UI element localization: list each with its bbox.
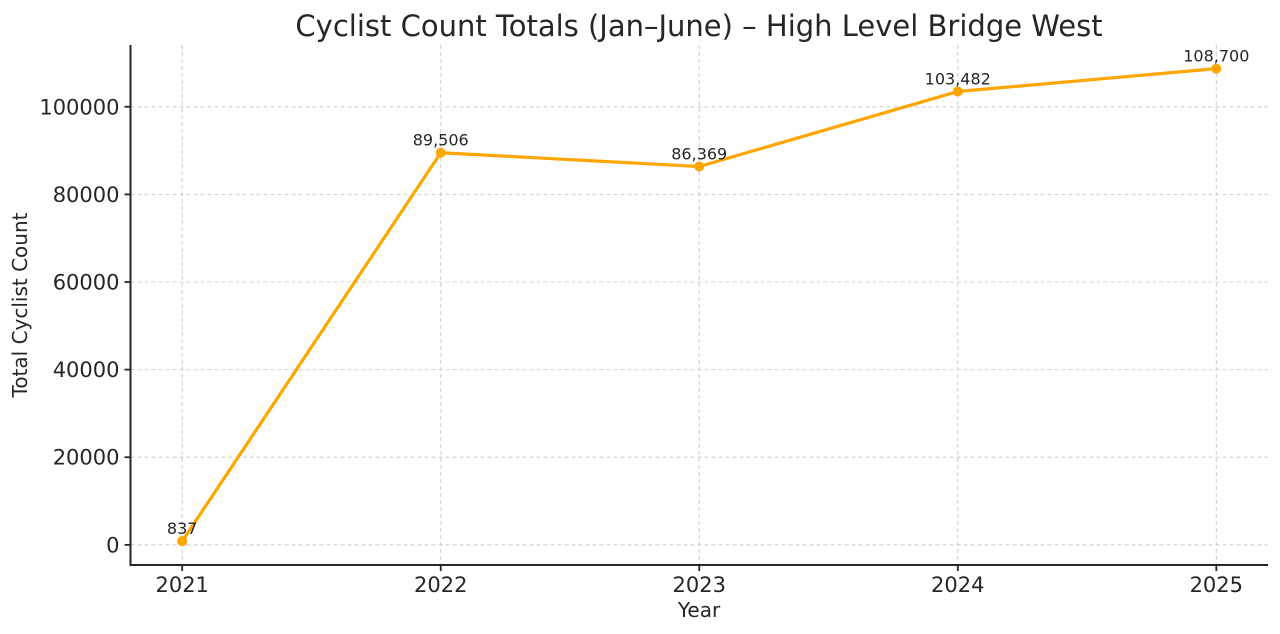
- y-tick-label: 0: [106, 533, 119, 557]
- y-tick-label: 80000: [53, 183, 120, 207]
- y-tick-label: 40000: [53, 358, 120, 382]
- data-point-label: 89,506: [413, 131, 469, 150]
- chart-title: Cyclist Count Totals (Jan–June) – High L…: [295, 9, 1103, 43]
- data-point-label: 108,700: [1183, 47, 1249, 66]
- data-point: [952, 86, 963, 97]
- y-tick-label: 60000: [53, 271, 120, 295]
- data-point: [1211, 63, 1222, 74]
- y-tick-label: 20000: [53, 446, 120, 470]
- data-point: [435, 147, 446, 158]
- data-point-label: 837: [167, 519, 198, 538]
- x-tick-label: 2024: [931, 573, 984, 597]
- x-tick-label: 2022: [414, 573, 467, 597]
- x-axis-label: Year: [677, 598, 721, 622]
- x-tick-label: 2021: [155, 573, 208, 597]
- data-point-label: 103,482: [925, 70, 991, 89]
- x-tick-label: 2023: [673, 573, 726, 597]
- x-tick-label: 2025: [1190, 573, 1243, 597]
- data-point: [694, 161, 705, 172]
- y-tick-label: 100000: [39, 95, 119, 119]
- data-point-label: 86,369: [671, 144, 727, 163]
- data-point: [177, 536, 188, 547]
